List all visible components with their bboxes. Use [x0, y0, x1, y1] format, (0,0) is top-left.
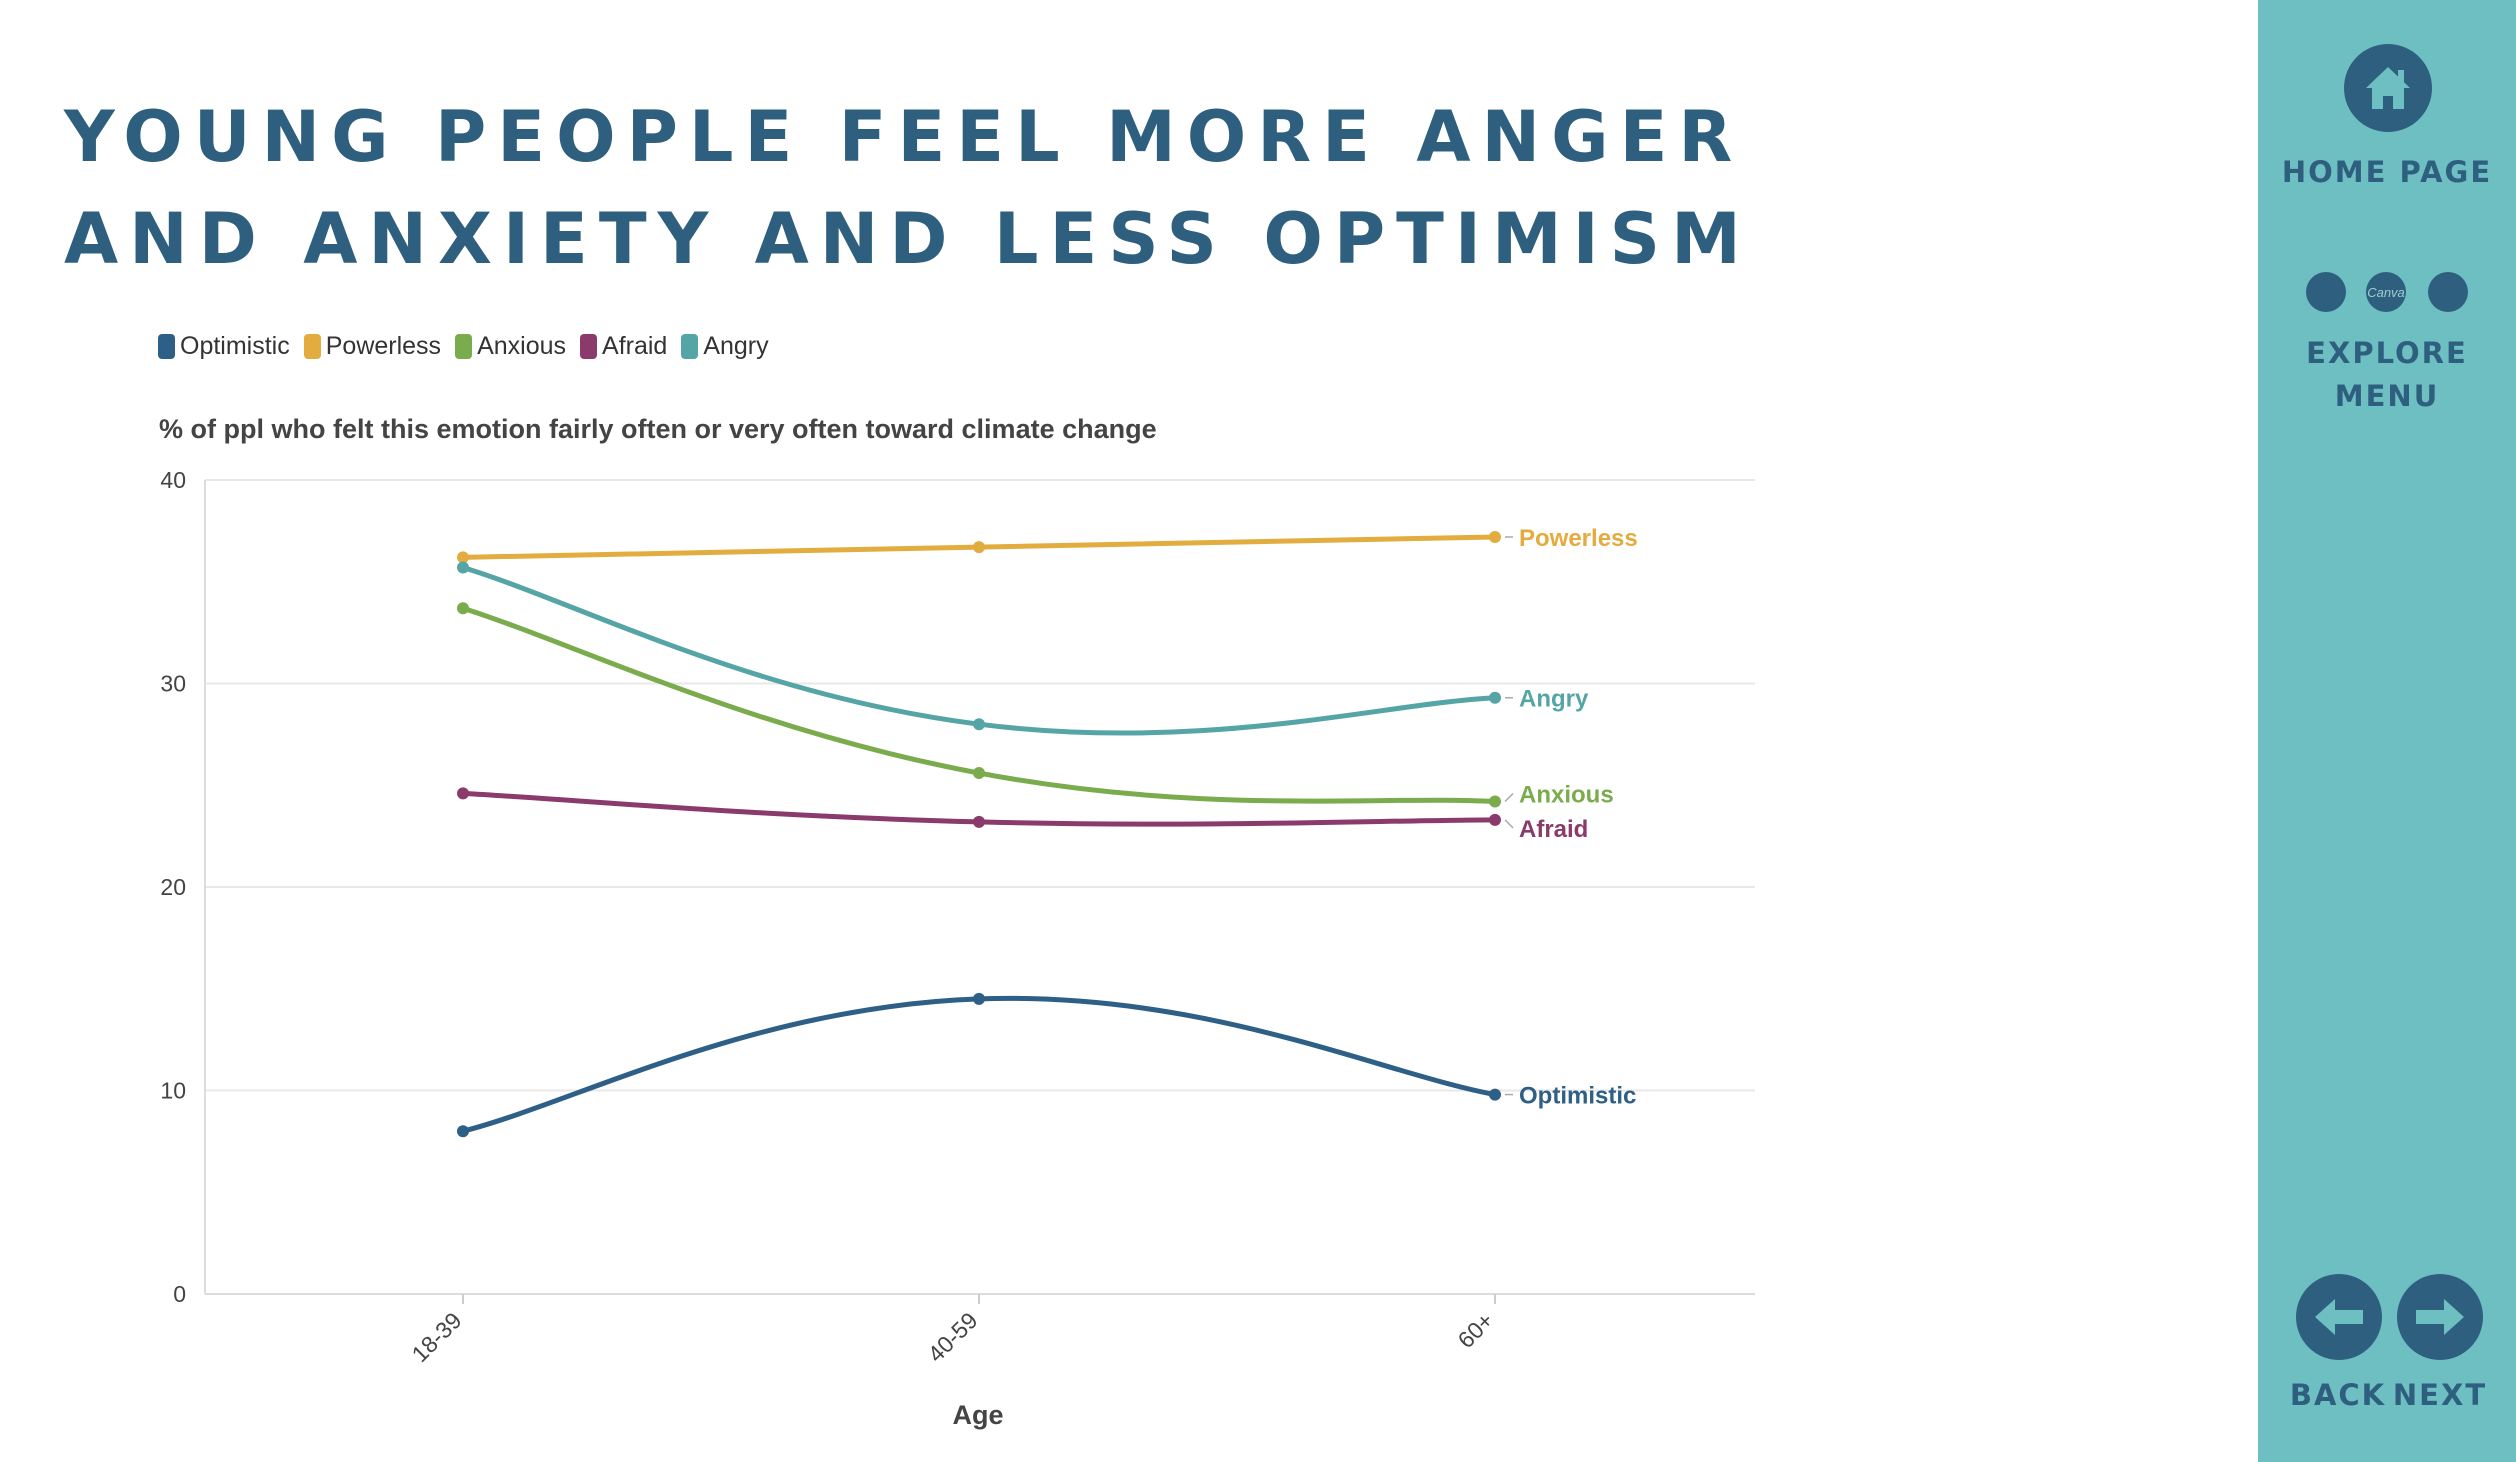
y-tick-label: 30 [160, 671, 186, 697]
x-tick-label: 18-39 [407, 1307, 467, 1367]
data-point-angry [457, 561, 469, 574]
legend-label: Afraid [602, 332, 668, 360]
explore-label-line-2: MENU [2334, 379, 2440, 413]
legend-swatch [580, 334, 598, 359]
legend-label: Angry [703, 332, 769, 360]
navigation-sidebar: HOME PAGE Canva EXPLORE MENU BACK NEXT [2258, 0, 2516, 1462]
data-point-afraid [973, 815, 985, 828]
arrow-right-icon [2416, 1299, 2464, 1335]
end-label-afraid: Afraid [1519, 816, 1588, 843]
data-point-anxious [1489, 795, 1501, 808]
back-button[interactable] [2296, 1274, 2382, 1360]
legend-item-anxious[interactable]: Anxious [455, 332, 566, 361]
explore-dot-2[interactable]: Canva [2366, 272, 2406, 312]
chart-legend: Optimistic Powerless Anxious Afraid Angry [158, 332, 769, 361]
home-button[interactable] [2344, 44, 2432, 132]
data-point-afraid [457, 787, 469, 800]
next-label[interactable]: NEXT [2392, 1378, 2488, 1412]
data-point-afraid [1489, 813, 1501, 826]
legend-label: Powerless [325, 332, 442, 360]
label-connector [1504, 792, 1514, 803]
end-label-powerless: Powerless [1519, 525, 1638, 552]
end-label-anxious: Anxious [1519, 782, 1614, 809]
series-anxious [457, 602, 1501, 808]
home-icon [2366, 67, 2410, 109]
series-powerless [457, 530, 1501, 564]
data-point-powerless [1489, 530, 1501, 543]
x-axis-title: Age [952, 1400, 1003, 1430]
y-tick-label: 40 [160, 467, 186, 493]
back-label[interactable]: BACK [2289, 1378, 2387, 1412]
explore-label-line-1: EXPLORE [2306, 336, 2468, 370]
explore-dot-1[interactable] [2306, 272, 2346, 312]
series-optimistic [457, 992, 1501, 1138]
x-tick-label: 60+ [1453, 1307, 1499, 1353]
series-afraid [457, 787, 1501, 828]
end-label-angry: Angry [1519, 686, 1589, 713]
data-point-anxious [973, 767, 985, 780]
x-axis-ticks: 18-39 40-59 60+ [407, 1294, 1499, 1367]
data-point-angry [1489, 691, 1501, 704]
legend-item-angry[interactable]: Angry [681, 332, 769, 361]
explore-menu-label[interactable]: EXPLORE MENU [2258, 332, 2516, 418]
legend-label: Optimistic [180, 332, 290, 360]
grid-lines [204, 479, 1755, 1295]
legend-item-powerless[interactable]: Powerless [303, 332, 442, 361]
end-label-optimistic: Optimistic [1519, 1083, 1636, 1110]
home-page-label[interactable]: HOME PAGE [2281, 155, 2493, 189]
y-axis-ticks: 0 10 20 30 40 [160, 467, 186, 1307]
legend-swatch [158, 334, 175, 359]
x-tick-label: 40-59 [923, 1307, 983, 1367]
chart-title: % of ppl who felt this emotion fairly of… [159, 414, 1157, 444]
data-point-angry [973, 718, 985, 731]
line-chart: 0 10 20 30 40 18-39 40-59 60+ Optimistic Powerl… [160, 467, 1755, 1430]
canva-mark: Canva [2367, 284, 2405, 300]
y-tick-label: 10 [160, 1078, 186, 1104]
series-angry [457, 561, 1501, 736]
data-point-powerless [973, 541, 985, 554]
series-lines [457, 530, 1501, 1138]
data-point-optimistic [1489, 1088, 1501, 1101]
data-point-optimistic [457, 1125, 469, 1138]
data-point-anxious [457, 602, 469, 615]
series-end-labels: Optimistic Powerless Anxious Afraid Angry [1504, 525, 1638, 1110]
legend-item-optimistic[interactable]: Optimistic [158, 332, 290, 361]
label-connector [1504, 819, 1514, 829]
legend-swatch [455, 334, 473, 359]
legend-item-afraid[interactable]: Afraid [580, 332, 667, 361]
data-point-optimistic [973, 992, 985, 1005]
arrow-left-icon [2315, 1299, 2363, 1335]
explore-dot-3[interactable] [2428, 272, 2468, 312]
y-tick-label: 0 [173, 1281, 186, 1307]
y-tick-label: 20 [160, 874, 186, 900]
series-line-angry [460, 565, 1498, 736]
data-point-powerless [457, 551, 469, 564]
legend-swatch [303, 334, 321, 359]
next-button[interactable] [2397, 1274, 2483, 1360]
legend-label: Anxious [477, 332, 567, 360]
page-title: Young people feel more anger and anxiety… [64, 96, 1752, 280]
legend-swatch [681, 334, 699, 359]
series-line-optimistic [460, 995, 1498, 1134]
